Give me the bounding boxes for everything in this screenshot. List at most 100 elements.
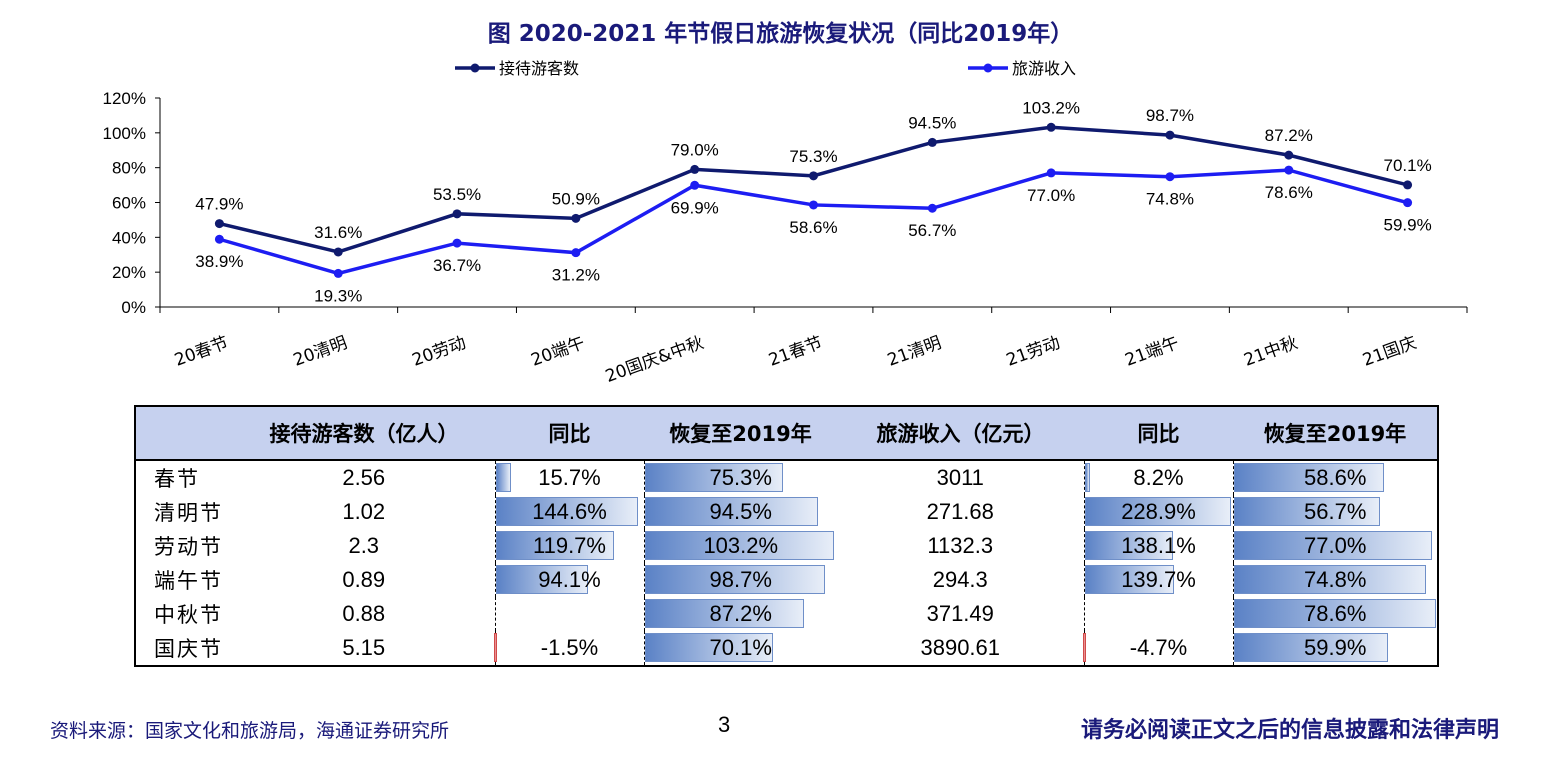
revenue-yoy-data-bar (1084, 497, 1231, 526)
series-1-data-label: 59.9% (1383, 216, 1431, 235)
visitors-value: 2.3 (348, 533, 380, 558)
visitors-value: 0.88 (342, 601, 386, 626)
series-1-data-label: 77.0% (1027, 186, 1075, 205)
series-0-point (690, 164, 700, 174)
row-name: 劳动节 (154, 535, 223, 559)
visitors-recovery-cell: 94.5% (643, 495, 837, 529)
header-visitors-yoy: 同比 (495, 406, 644, 461)
legend-label-0: 接待游客数 (499, 59, 579, 78)
row-name: 春节 (154, 467, 200, 491)
series-1-data-label: 78.6% (1265, 183, 1313, 202)
visitors-recovery-cell: 70.1% (643, 631, 837, 666)
x-tick-label: 20春节 (172, 333, 231, 371)
series-1-point (1165, 172, 1175, 182)
revenue-value: 3890.61 (920, 635, 1001, 660)
series-0-point (452, 209, 462, 219)
revenue-recovery: 78.6% (1304, 601, 1367, 626)
visitors-value-cell: 2.3 (233, 529, 495, 563)
row-name-cell: 清明节 (135, 495, 233, 529)
row-name-cell: 劳动节 (135, 529, 233, 563)
visitors-recovery: 98.7% (709, 567, 772, 592)
y-tick-label: 40% (112, 228, 146, 247)
revenue-yoy-cell: -4.7% (1082, 631, 1233, 666)
revenue-yoy-cell: 228.9% (1083, 495, 1233, 529)
row-name: 中秋节 (154, 603, 223, 627)
visitors-yoy: 15.7% (538, 465, 601, 490)
series-1-point (571, 248, 581, 258)
visitors-recovery-data-bar (644, 599, 805, 628)
series-0-data-label: 75.3% (789, 147, 837, 166)
visitors-recovery-data-bar (644, 565, 826, 594)
revenue-yoy-data-bar (1084, 531, 1173, 560)
table-row: 劳动节 2.3 119.7% 103.2% 1132.3 138.1% 77.0% (135, 529, 1438, 563)
header-name (135, 406, 233, 461)
revenue-yoy: 228.9% (1121, 499, 1196, 524)
visitors-yoy: 94.1% (538, 567, 601, 592)
revenue-recovery: 56.7% (1304, 499, 1367, 524)
series-0-data-label: 47.9% (195, 195, 243, 214)
revenue-value-cell: 271.68 (837, 495, 1084, 529)
series-1-data-label: 19.3% (314, 286, 362, 305)
visitors-yoy-data-bar (495, 497, 639, 526)
visitors-recovery-cell: 87.2% (643, 597, 837, 631)
series-0-data-label: 94.5% (908, 113, 956, 132)
y-tick-label: 60% (112, 194, 146, 213)
visitors-recovery: 75.3% (709, 465, 772, 490)
revenue-value-cell: 371.49 (837, 597, 1084, 631)
series-1-data-label: 36.7% (433, 256, 481, 275)
revenue-recovery: 59.9% (1304, 635, 1367, 660)
table-row: 国庆节 5.15 -1.5% 70.1% 3890.61 -4.7% 59.9% (135, 631, 1438, 666)
revenue-value-cell: 294.3 (837, 563, 1084, 597)
x-tick-label: 20清明 (291, 333, 350, 371)
row-name: 端午节 (154, 569, 223, 593)
series-0-point (927, 137, 937, 147)
revenue-yoy-data-bar (1084, 565, 1174, 594)
revenue-recovery-cell: 78.6% (1232, 597, 1438, 631)
revenue-recovery-data-bar (1233, 497, 1380, 526)
x-tick-label: 21中秋 (1241, 333, 1300, 371)
revenue-value-cell: 3890.61 (837, 631, 1084, 666)
visitors-yoy-cell: 94.1% (494, 563, 644, 597)
revenue-yoy: -4.7% (1129, 635, 1188, 660)
x-tick-label: 21清明 (885, 333, 944, 371)
revenue-yoy-cell: 138.1% (1083, 529, 1233, 563)
x-tick-label: 20端午 (528, 333, 587, 371)
revenue-recovery-cell: 56.7% (1232, 495, 1438, 529)
visitors-yoy-data-bar (493, 633, 497, 662)
series-0-data-label: 98.7% (1146, 106, 1194, 125)
revenue-value: 271.68 (926, 499, 994, 524)
visitors-recovery-data-bar (644, 633, 774, 662)
revenue-recovery-data-bar (1233, 531, 1432, 560)
series-0-data-label: 31.6% (314, 223, 362, 242)
x-tick-label: 21春节 (766, 333, 825, 371)
visitors-recovery-data-bar (644, 531, 834, 560)
series-0-data-label: 87.2% (1265, 126, 1313, 145)
revenue-recovery-cell: 74.8% (1232, 563, 1438, 597)
revenue-value: 371.49 (926, 601, 994, 626)
revenue-recovery: 74.8% (1304, 567, 1367, 592)
revenue-recovery-cell: 58.6% (1232, 460, 1438, 495)
x-tick-label: 21国庆 (1360, 333, 1419, 371)
series-1-data-label: 69.9% (671, 198, 719, 217)
row-name: 清明节 (154, 501, 223, 525)
series-0-point (809, 171, 818, 181)
revenue-recovery-data-bar (1233, 599, 1436, 628)
series-1-data-label: 56.7% (908, 221, 956, 240)
table-row: 春节 2.56 15.7% 75.3% 3011 8.2% 58.6% (135, 460, 1438, 495)
series-0-point (1165, 130, 1175, 140)
y-tick-label: 120% (103, 89, 146, 108)
revenue-yoy: 139.7% (1121, 567, 1196, 592)
series-0-data-label: 50.9% (552, 189, 600, 208)
series-1-point (1284, 165, 1294, 175)
visitors-yoy-cell: 15.7% (494, 460, 644, 495)
visitors-yoy-cell (494, 597, 644, 631)
revenue-recovery: 58.6% (1304, 465, 1367, 490)
visitors-yoy-data-bar (495, 463, 511, 492)
visitors-yoy: 144.6% (532, 499, 607, 524)
x-tick-label: 21劳动 (1004, 333, 1063, 371)
revenue-recovery-data-bar (1233, 633, 1388, 662)
series-0-point (214, 219, 224, 229)
line-chart: 0% 20% 40% 60% 80% 100% 120% 20春节 20清明 20劳动 20端午 20… (103, 59, 1468, 387)
disclaimer-link[interactable]: 请务必阅读正文之后的信息披露和法律声明 (1080, 718, 1499, 743)
series-0-point (1046, 122, 1056, 132)
